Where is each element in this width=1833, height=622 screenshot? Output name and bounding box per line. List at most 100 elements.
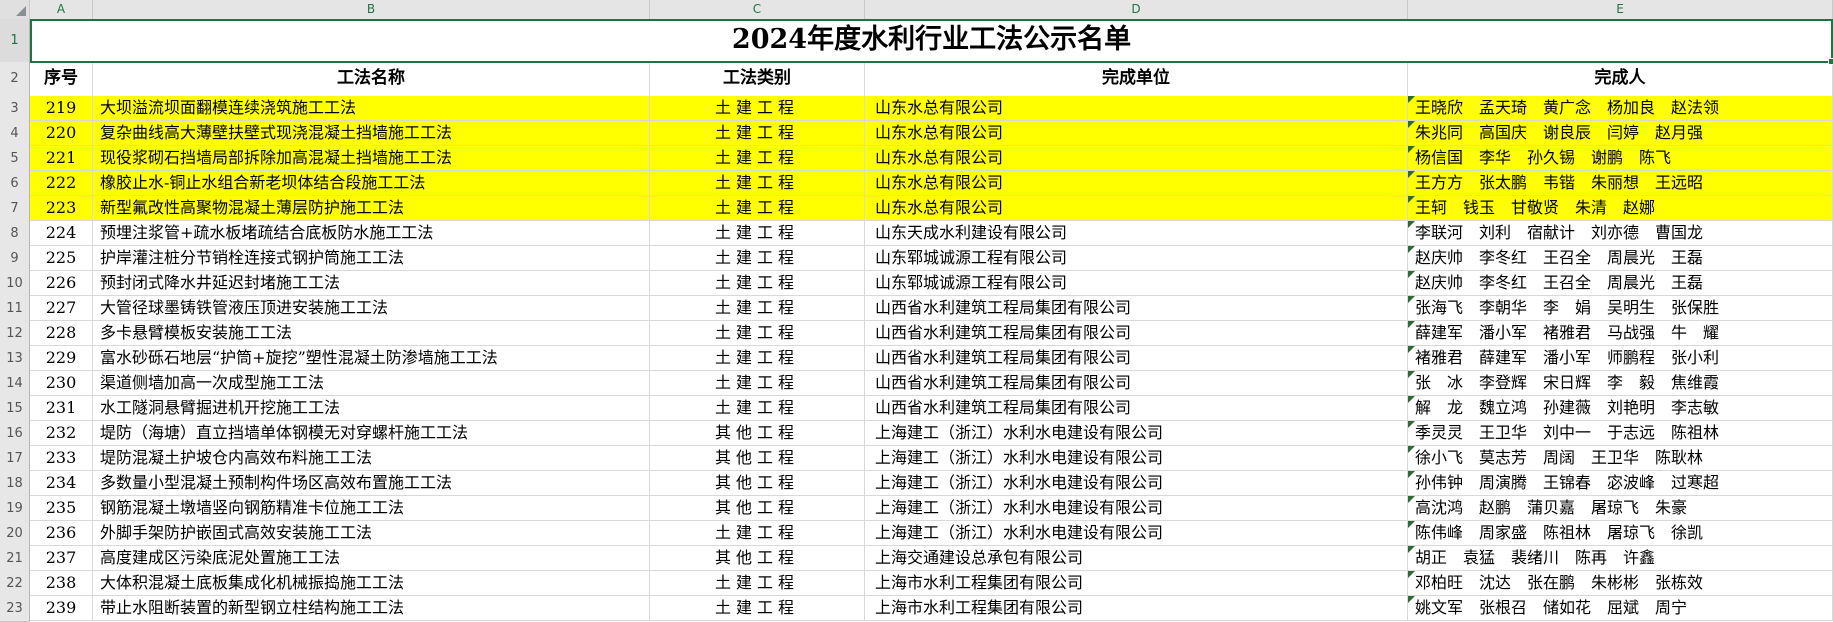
cell-category[interactable]: 土建工程 — [650, 146, 865, 171]
cell-category[interactable]: 土建工程 — [650, 321, 865, 346]
cell-people[interactable]: 胡正 袁猛 裴绪川 陈再 许鑫 — [1408, 546, 1833, 571]
cell-category[interactable]: 其他工程 — [650, 471, 865, 496]
sheet-title-cell[interactable]: 2024年度水利行业工法公示名单 — [30, 19, 1833, 65]
header-unit[interactable]: 完成单位 — [865, 62, 1408, 97]
cell-serial[interactable]: 231 — [30, 396, 93, 421]
cell-category[interactable]: 土建工程 — [650, 346, 865, 371]
cell-category[interactable]: 土建工程 — [650, 271, 865, 296]
cell-people[interactable]: 赵庆帅 李冬红 王召全 周晨光 王磊 — [1408, 246, 1833, 271]
cell-people[interactable]: 王晓欣 孟天琦 黄广念 杨加良 赵法领 — [1408, 96, 1833, 121]
cell-people[interactable]: 邓柏旺 沈达 张在鹏 朱彬彬 张栋效 — [1408, 571, 1833, 596]
cell-serial[interactable]: 237 — [30, 546, 93, 571]
row-number[interactable]: 23 — [0, 596, 30, 622]
cell-serial[interactable]: 222 — [30, 171, 93, 196]
cell-serial[interactable]: 228 — [30, 321, 93, 346]
cell-method-name[interactable]: 大体积混凝土底板集成化机械振捣施工工法 — [93, 571, 650, 596]
cell-people[interactable]: 李联河 刘利 宿献计 刘亦德 曹国龙 — [1408, 221, 1833, 246]
cell-people[interactable]: 张 冰 李登辉 宋日辉 李 毅 焦维霞 — [1408, 371, 1833, 396]
row-number[interactable]: 13 — [0, 346, 30, 372]
cell-method-name[interactable]: 大管径球墨铸铁管液压顶进安装施工工法 — [93, 296, 650, 321]
cell-method-name[interactable]: 带止水阻断装置的新型钢立柱结构施工工法 — [93, 596, 650, 621]
cell-method-name[interactable]: 外脚手架防护嵌固式高效安装施工工法 — [93, 521, 650, 546]
cell-category[interactable]: 土建工程 — [650, 371, 865, 396]
row-number[interactable]: 11 — [0, 296, 30, 322]
cell-serial[interactable]: 224 — [30, 221, 93, 246]
row-number[interactable]: 12 — [0, 321, 30, 347]
header-method-name[interactable]: 工法名称 — [93, 62, 650, 97]
cell-people[interactable]: 褚雅君 薛建军 潘小军 师鹏程 张小利 — [1408, 346, 1833, 371]
cell-category[interactable]: 土建工程 — [650, 296, 865, 321]
cell-people[interactable]: 姚文军 张根召 储如花 屈斌 周宁 — [1408, 596, 1833, 621]
cell-people[interactable]: 张海飞 李朝华 李 娟 吴明生 张保胜 — [1408, 296, 1833, 321]
cell-category[interactable]: 土建工程 — [650, 521, 865, 546]
column-header-c[interactable]: C — [650, 0, 865, 19]
cell-unit[interactable]: 山东郓城诚源工程有限公司 — [865, 246, 1408, 271]
cell-serial[interactable]: 219 — [30, 96, 93, 121]
cell-method-name[interactable]: 橡胶止水-铜止水组合新老坝体结合段施工工法 — [93, 171, 650, 196]
cell-serial[interactable]: 232 — [30, 421, 93, 446]
cell-category[interactable]: 土建工程 — [650, 121, 865, 146]
cell-unit[interactable]: 上海建工（浙江）水利水电建设有限公司 — [865, 521, 1408, 546]
cell-category[interactable]: 土建工程 — [650, 246, 865, 271]
header-category[interactable]: 工法类别 — [650, 62, 865, 97]
cell-method-name[interactable]: 预封闭式降水井延迟封堵施工工法 — [93, 271, 650, 296]
cell-method-name[interactable]: 大坝溢流坝面翻模连续浇筑施工工法 — [93, 96, 650, 121]
cell-serial[interactable]: 230 — [30, 371, 93, 396]
cell-unit[interactable]: 上海建工（浙江）水利水电建设有限公司 — [865, 446, 1408, 471]
row-number[interactable]: 1 — [0, 19, 30, 63]
cell-serial[interactable]: 239 — [30, 596, 93, 621]
cell-people[interactable]: 赵庆帅 李冬红 王召全 周晨光 王磊 — [1408, 271, 1833, 296]
select-all-corner[interactable] — [0, 0, 30, 19]
cell-category[interactable]: 其他工程 — [650, 446, 865, 471]
cell-unit[interactable]: 山东天成水利建设有限公司 — [865, 221, 1408, 246]
cell-method-name[interactable]: 堤防混凝土护坡仓内高效布料施工工法 — [93, 446, 650, 471]
cell-serial[interactable]: 233 — [30, 446, 93, 471]
cell-category[interactable]: 土建工程 — [650, 171, 865, 196]
cell-method-name[interactable]: 钢筋混凝土墩墙竖向钢筋精准卡位施工工法 — [93, 496, 650, 521]
fill-handle[interactable] — [1828, 58, 1833, 65]
cell-people[interactable]: 薛建军 潘小军 褚雅君 马战强 牛 耀 — [1408, 321, 1833, 346]
cell-method-name[interactable]: 多卡悬臂模板安装施工工法 — [93, 321, 650, 346]
cell-method-name[interactable]: 预埋注浆管+疏水板堵疏结合底板防水施工工法 — [93, 221, 650, 246]
cell-people[interactable]: 陈伟峰 周家盛 陈祖林 屠琼飞 徐凯 — [1408, 521, 1833, 546]
row-number[interactable]: 9 — [0, 246, 30, 272]
row-number[interactable]: 5 — [0, 146, 30, 172]
cell-people[interactable]: 王轲 钱玉 甘敬贤 朱清 赵娜 — [1408, 196, 1833, 221]
cell-unit[interactable]: 上海市水利工程集团有限公司 — [865, 596, 1408, 621]
row-number[interactable]: 16 — [0, 421, 30, 447]
cell-serial[interactable]: 236 — [30, 521, 93, 546]
row-number[interactable]: 4 — [0, 121, 30, 147]
cell-people[interactable]: 季灵灵 王卫华 刘中一 于志远 陈祖林 — [1408, 421, 1833, 446]
row-number[interactable]: 7 — [0, 196, 30, 222]
cell-people[interactable]: 孙伟钟 周演腾 王锦春 宓波峰 过寒超 — [1408, 471, 1833, 496]
cell-unit[interactable]: 山西省水利建筑工程局集团有限公司 — [865, 396, 1408, 421]
cell-category[interactable]: 土建工程 — [650, 196, 865, 221]
cell-method-name[interactable]: 复杂曲线高大薄壁扶壁式现浇混凝土挡墙施工工法 — [93, 121, 650, 146]
cell-unit[interactable]: 山西省水利建筑工程局集团有限公司 — [865, 371, 1408, 396]
cell-category[interactable]: 土建工程 — [650, 396, 865, 421]
cell-method-name[interactable]: 多数量小型混凝土预制构件场区高效布置施工工法 — [93, 471, 650, 496]
cell-category[interactable]: 土建工程 — [650, 96, 865, 121]
cell-category[interactable]: 其他工程 — [650, 496, 865, 521]
cell-method-name[interactable]: 高度建成区污染底泥处置施工工法 — [93, 546, 650, 571]
row-number[interactable]: 14 — [0, 371, 30, 397]
cell-serial[interactable]: 226 — [30, 271, 93, 296]
cell-category[interactable]: 其他工程 — [650, 546, 865, 571]
cell-category[interactable]: 土建工程 — [650, 571, 865, 596]
row-number[interactable]: 3 — [0, 96, 30, 122]
cell-people[interactable]: 王方方 张太鹏 韦锴 朱丽想 王远昭 — [1408, 171, 1833, 196]
row-number[interactable]: 21 — [0, 546, 30, 572]
cell-people[interactable]: 朱兆同 高国庆 谢良辰 闫婷 赵月强 — [1408, 121, 1833, 146]
cell-method-name[interactable]: 护岸灌注桩分节销栓连接式钢护筒施工工法 — [93, 246, 650, 271]
cell-unit[interactable]: 山西省水利建筑工程局集团有限公司 — [865, 296, 1408, 321]
cell-unit[interactable]: 山东水总有限公司 — [865, 121, 1408, 146]
cell-serial[interactable]: 225 — [30, 246, 93, 271]
cell-method-name[interactable]: 新型氟改性高聚物混凝土薄层防护施工工法 — [93, 196, 650, 221]
cell-unit[interactable]: 山东水总有限公司 — [865, 171, 1408, 196]
row-number[interactable]: 22 — [0, 571, 30, 597]
cell-method-name[interactable]: 富水砂砾石地层“护筒+旋挖”塑性混凝土防渗墙施工工法 — [93, 346, 650, 371]
cell-people[interactable]: 徐小飞 莫志芳 周阔 王卫华 陈耿林 — [1408, 446, 1833, 471]
header-people[interactable]: 完成人 — [1408, 62, 1833, 97]
row-number[interactable]: 17 — [0, 446, 30, 472]
column-header-a[interactable]: A — [30, 0, 93, 19]
